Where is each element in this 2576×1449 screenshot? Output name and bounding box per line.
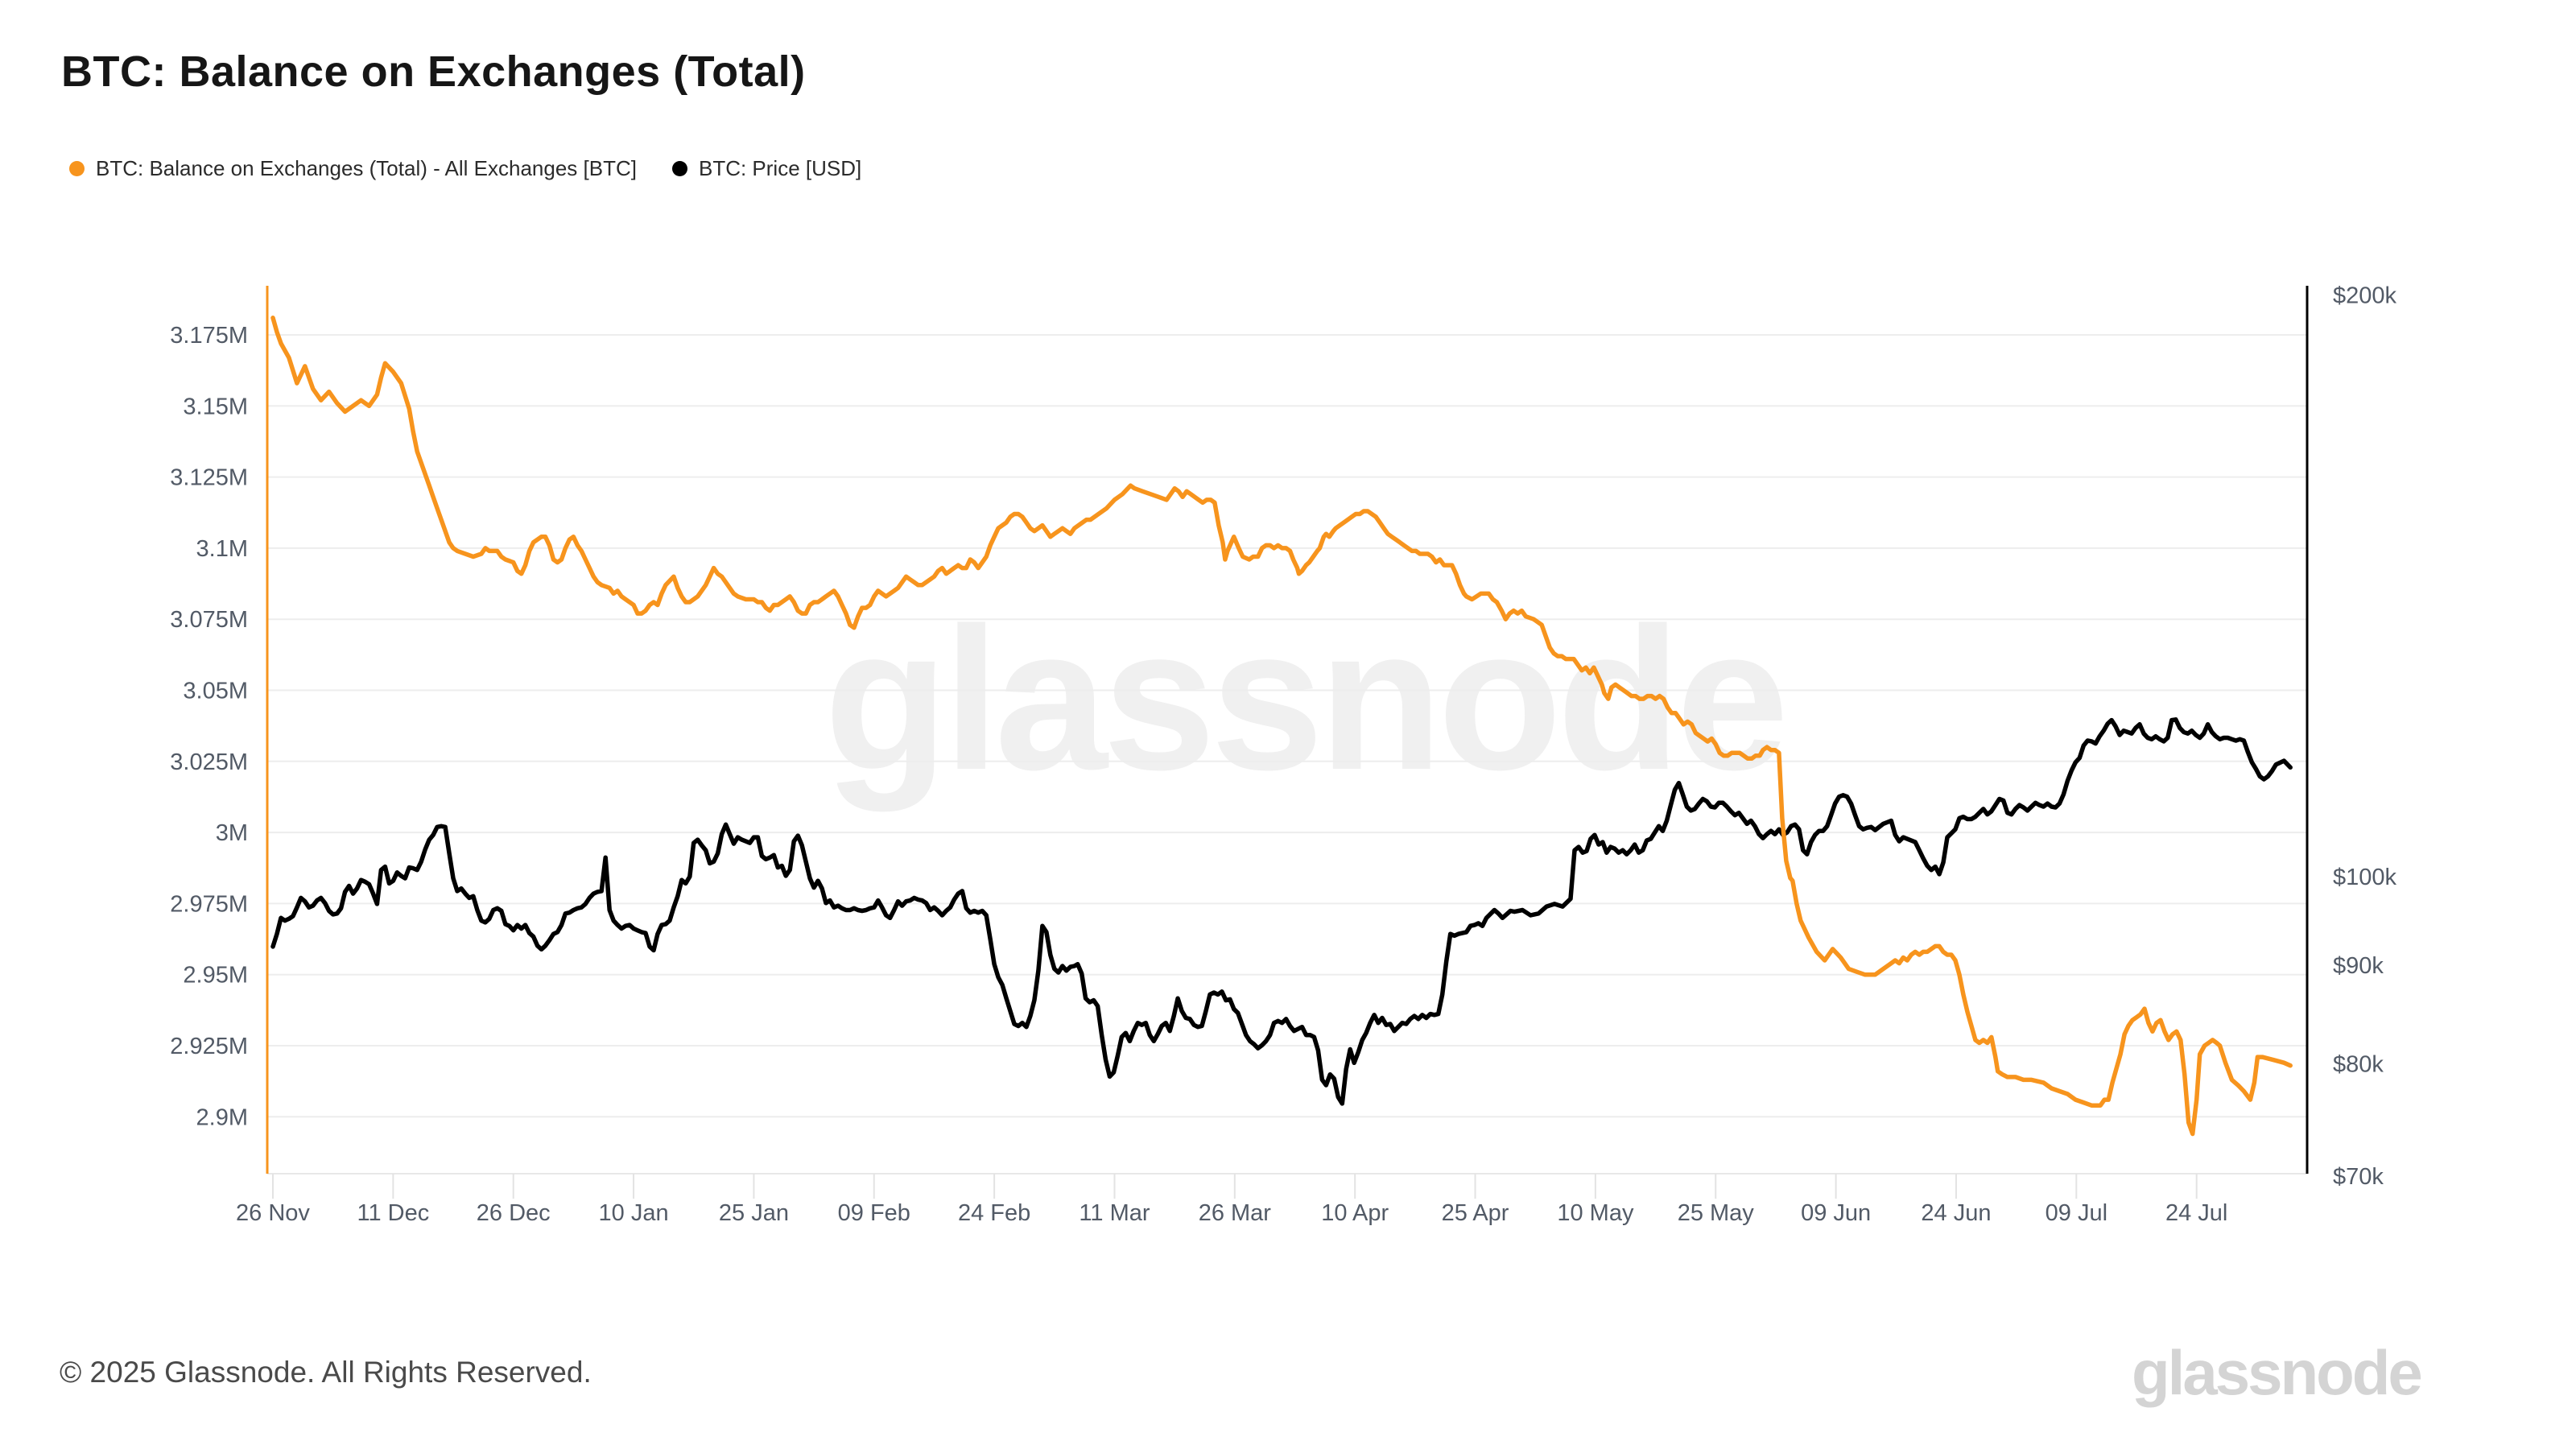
y-axis-label-left: 3.1M (196, 536, 248, 562)
x-axis-label: 09 Jun (1801, 1200, 1871, 1226)
x-axis-label: 25 Apr (1442, 1200, 1509, 1226)
x-axis-label: 26 Dec (477, 1200, 551, 1226)
y-axis-label-left: 3.15M (183, 394, 248, 419)
price-series-dot-icon (671, 161, 687, 176)
y-axis-label-left: 3.05M (183, 679, 248, 704)
x-axis-label: 10 Jan (599, 1200, 669, 1226)
x-axis-label: 26 Nov (236, 1200, 310, 1226)
legend-label-price: BTC: Price [USD] (698, 156, 862, 180)
balance-series-dot-icon (69, 161, 85, 176)
balance-line (270, 316, 2293, 1137)
x-axis-label: 09 Jul (2046, 1200, 2107, 1226)
x-axis-label: 10 May (1557, 1200, 1634, 1226)
x-axis-label: 24 Jun (1921, 1200, 1991, 1226)
legend-item-price[interactable]: BTC: Price [USD] (671, 156, 862, 181)
y-axis-label-left: 3.175M (170, 323, 248, 349)
y-axis-label-left: 2.9M (196, 1104, 248, 1130)
y-axis-label-left: 3.025M (170, 749, 248, 775)
legend-item-balance[interactable]: BTC: Balance on Exchanges (Total) - All … (69, 156, 637, 181)
y-axis-label-right: $80k (2333, 1052, 2384, 1078)
page-title: BTC: Balance on Exchanges (Total) (61, 47, 806, 96)
y-axis-label-left: 2.975M (170, 891, 248, 917)
x-axis-label: 24 Jul (2165, 1200, 2227, 1226)
y-axis-label-left: 3.075M (170, 607, 248, 633)
legend-label-balance: BTC: Balance on Exchanges (Total) - All … (96, 156, 637, 180)
x-axis-label: 26 Mar (1199, 1200, 1272, 1226)
x-axis-label: 25 Jan (719, 1200, 789, 1226)
price-line (270, 717, 2293, 1106)
y-axis-label-left: 2.95M (183, 963, 248, 989)
y-axis-label-right: $200k (2333, 283, 2397, 309)
glassnode-watermark: glassnode (824, 586, 1789, 812)
y-axis-label-left: 3.125M (170, 465, 248, 491)
x-axis-label: 10 Apr (1321, 1200, 1389, 1226)
x-axis-label: 11 Dec (357, 1200, 429, 1226)
x-axis-label: 24 Feb (958, 1200, 1030, 1226)
legend: BTC: Balance on Exchanges (Total) - All … (69, 156, 861, 181)
glassnode-wordmark: glassnode (2132, 1337, 2423, 1408)
y-axis-label-left: 2.925M (170, 1034, 248, 1059)
x-axis-label: 25 May (1678, 1200, 1755, 1226)
x-axis-label: 09 Feb (838, 1200, 910, 1226)
y-axis-label-right: $90k (2333, 953, 2384, 979)
y-axis-label-left: 3M (216, 820, 248, 846)
y-axis-label-right: $100k (2333, 865, 2397, 890)
x-axis-label: 11 Mar (1079, 1200, 1150, 1226)
y-axis-label-right: $70k (2333, 1164, 2384, 1190)
copyright-text: © 2025 Glassnode. All Rights Reserved. (60, 1356, 592, 1389)
